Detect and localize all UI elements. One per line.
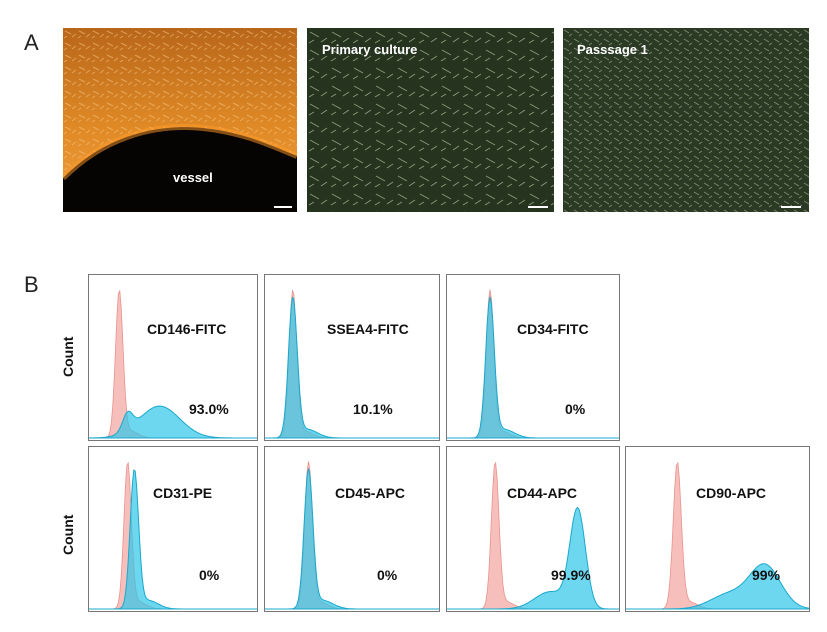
scale-bar — [528, 206, 548, 208]
vessel-label: vessel — [173, 170, 213, 185]
marker-label: SSEA4-FITC — [327, 321, 409, 337]
passage-1-micrograph: Passsage 1 — [563, 28, 809, 212]
percent-label: 99.9% — [551, 567, 591, 583]
histogram-cd90: CD90-APC 99% — [625, 446, 810, 612]
marker-label: CD34-FITC — [517, 321, 589, 337]
marker-histogram — [447, 296, 619, 439]
y-axis-label-row-1: Count — [60, 336, 76, 377]
panel-a-letter: A — [24, 30, 39, 55]
marker-label: CD44-APC — [507, 485, 578, 501]
passage-1-label: Passsage 1 — [577, 42, 648, 57]
scale-bar — [781, 206, 801, 208]
isotype-control-histogram — [265, 461, 439, 610]
y-axis-label-row-2: Count — [60, 514, 76, 555]
percent-label: 0% — [199, 567, 220, 583]
histogram-cd31: CD31-PE 0% — [88, 446, 258, 612]
marker-label: CD90-APC — [696, 485, 767, 501]
primary-culture-label: Primary culture — [322, 42, 418, 57]
marker-histogram — [89, 405, 257, 439]
marker-histogram — [447, 506, 619, 610]
panel-b-letter: B — [24, 272, 39, 297]
primary-culture-micrograph: Primary culture — [307, 28, 554, 212]
marker-label: CD146-FITC — [147, 321, 227, 337]
marker-label: CD31-PE — [153, 485, 213, 501]
histogram-cd146: CD146-FITC 93.0% — [88, 274, 258, 441]
scale-bar — [274, 206, 292, 208]
histogram-cd34: CD34-FITC 0% — [446, 274, 620, 441]
percent-label: 0% — [565, 401, 586, 417]
percent-label: 10.1% — [353, 401, 393, 417]
percent-label: 0% — [377, 567, 398, 583]
histogram-ssea4: SSEA4-FITC 10.1% — [264, 274, 440, 441]
marker-histogram — [265, 468, 439, 610]
marker-histogram — [626, 563, 809, 610]
isotype-control-histogram — [447, 289, 619, 439]
marker-label: CD45-APC — [335, 485, 406, 501]
histogram-cd44: CD44-APC 99.9% — [446, 446, 620, 612]
marker-histogram — [89, 469, 257, 610]
percent-label: 93.0% — [189, 401, 229, 417]
histogram-cd45: CD45-APC 0% — [264, 446, 440, 612]
marker-histogram — [265, 296, 439, 439]
percent-label: 99% — [752, 567, 781, 583]
vessel-micrograph: vessel — [63, 28, 297, 212]
